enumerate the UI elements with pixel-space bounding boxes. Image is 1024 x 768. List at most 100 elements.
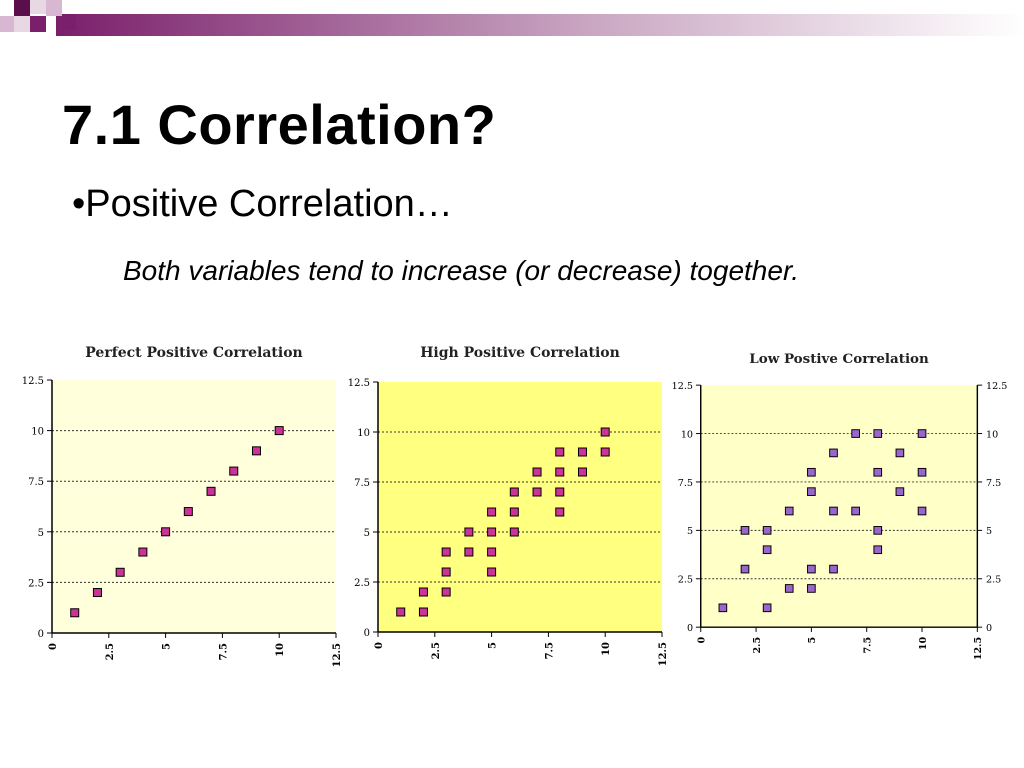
header-square	[14, 16, 30, 32]
x-tick-label: 7.5	[218, 643, 229, 660]
x-tick-label: 5	[807, 637, 818, 644]
data-point	[206, 486, 216, 496]
data-point	[762, 603, 772, 613]
x-tick-label: 10	[275, 643, 286, 657]
x-tick-label: 10	[918, 636, 929, 650]
x-tick-label: 2.5	[431, 642, 442, 659]
y-tick-label-right: 0	[986, 623, 992, 634]
data-point	[740, 526, 750, 535]
data-point	[555, 447, 565, 457]
data-point	[532, 467, 542, 477]
data-point	[115, 567, 125, 577]
data-point	[487, 507, 497, 517]
data-point	[418, 607, 428, 617]
data-point	[829, 506, 838, 516]
data-point	[487, 567, 497, 577]
bullet-point: •Positive Correlation…	[72, 183, 453, 225]
data-point	[917, 429, 927, 438]
data-point	[251, 446, 261, 456]
y-tick-label: 10	[681, 429, 693, 440]
data-point	[784, 506, 794, 516]
data-point	[464, 547, 474, 557]
data-point	[509, 507, 519, 517]
data-point	[762, 545, 772, 555]
x-tick-label: 7.5	[863, 637, 874, 654]
data-point	[917, 467, 927, 477]
y-tick-label: 12.5	[22, 376, 44, 387]
y-tick-label: 5	[38, 528, 44, 539]
slide-subtitle: Both variables tend to increase (or decr…	[123, 255, 800, 286]
data-point	[441, 587, 451, 597]
x-tick-label: 0	[48, 643, 59, 650]
y-tick-label: 0	[687, 623, 693, 634]
header-square	[62, 14, 76, 30]
data-point	[784, 584, 794, 593]
header-square	[0, 16, 14, 32]
data-point	[873, 526, 883, 535]
y-tick-label-right: 10	[986, 429, 998, 440]
data-point	[487, 527, 497, 537]
y-tick-label-right: 2.5	[986, 575, 1001, 586]
plot-area	[700, 385, 978, 628]
data-point	[895, 448, 905, 458]
x-tick-label: 0	[374, 642, 385, 649]
x-tick-label: 5	[488, 642, 499, 649]
data-point	[183, 507, 193, 517]
data-point	[829, 448, 838, 458]
data-point	[917, 506, 927, 516]
data-point	[396, 607, 406, 617]
y-tick-label: 0	[38, 629, 44, 640]
data-point	[418, 587, 428, 597]
data-point	[873, 467, 883, 477]
data-point	[532, 487, 542, 497]
y-tick-label: 7.5	[678, 478, 693, 489]
y-tick-label: 7.5	[354, 478, 370, 489]
y-tick-label: 7.5	[28, 477, 44, 488]
y-tick-label: 0	[364, 628, 370, 639]
data-point	[509, 487, 519, 497]
y-tick-label: 2.5	[678, 575, 693, 586]
chart-title: High Positive Correlation	[420, 345, 620, 361]
data-point	[600, 447, 610, 457]
data-point	[807, 584, 816, 593]
data-point	[895, 487, 905, 496]
data-point	[555, 507, 565, 517]
x-tick-label: 2.5	[105, 643, 116, 660]
slide-title: 7.1 Correlation?	[62, 93, 497, 156]
y-tick-label: 12.5	[348, 378, 370, 389]
x-tick-label: 10	[601, 642, 612, 656]
data-point	[161, 527, 171, 537]
data-point	[509, 527, 519, 537]
chart-title: Perfect Positive Correlation	[85, 345, 302, 361]
y-tick-label: 2.5	[28, 578, 44, 589]
x-tick-label: 5	[162, 643, 173, 650]
data-point	[851, 506, 860, 516]
header-square	[30, 16, 46, 32]
data-point	[555, 487, 565, 497]
header-square	[30, 0, 46, 14]
chart-high-positive: High Positive Correlation 0 2.5 5 7.5 10 12.5 0…	[348, 345, 669, 666]
data-point	[807, 467, 816, 477]
y-tick-label-right: 5	[986, 526, 992, 537]
y-tick-label: 2.5	[354, 578, 370, 589]
data-point	[577, 447, 587, 457]
x-tick-label: 12.5	[973, 637, 984, 660]
data-point	[441, 567, 451, 577]
data-point	[762, 526, 772, 535]
data-point	[577, 467, 587, 477]
header-square	[46, 0, 62, 16]
data-point	[873, 429, 883, 438]
data-point	[92, 588, 102, 598]
data-point	[274, 426, 284, 436]
y-tick-label-right: 7.5	[986, 478, 1001, 489]
data-point	[851, 429, 860, 438]
y-tick-label: 10	[31, 427, 44, 438]
header-square	[14, 0, 30, 16]
data-point	[807, 487, 816, 496]
data-point	[229, 466, 239, 476]
y-tick-label: 5	[687, 526, 693, 537]
data-point	[555, 467, 565, 477]
data-point	[70, 608, 80, 618]
data-point	[718, 603, 728, 613]
